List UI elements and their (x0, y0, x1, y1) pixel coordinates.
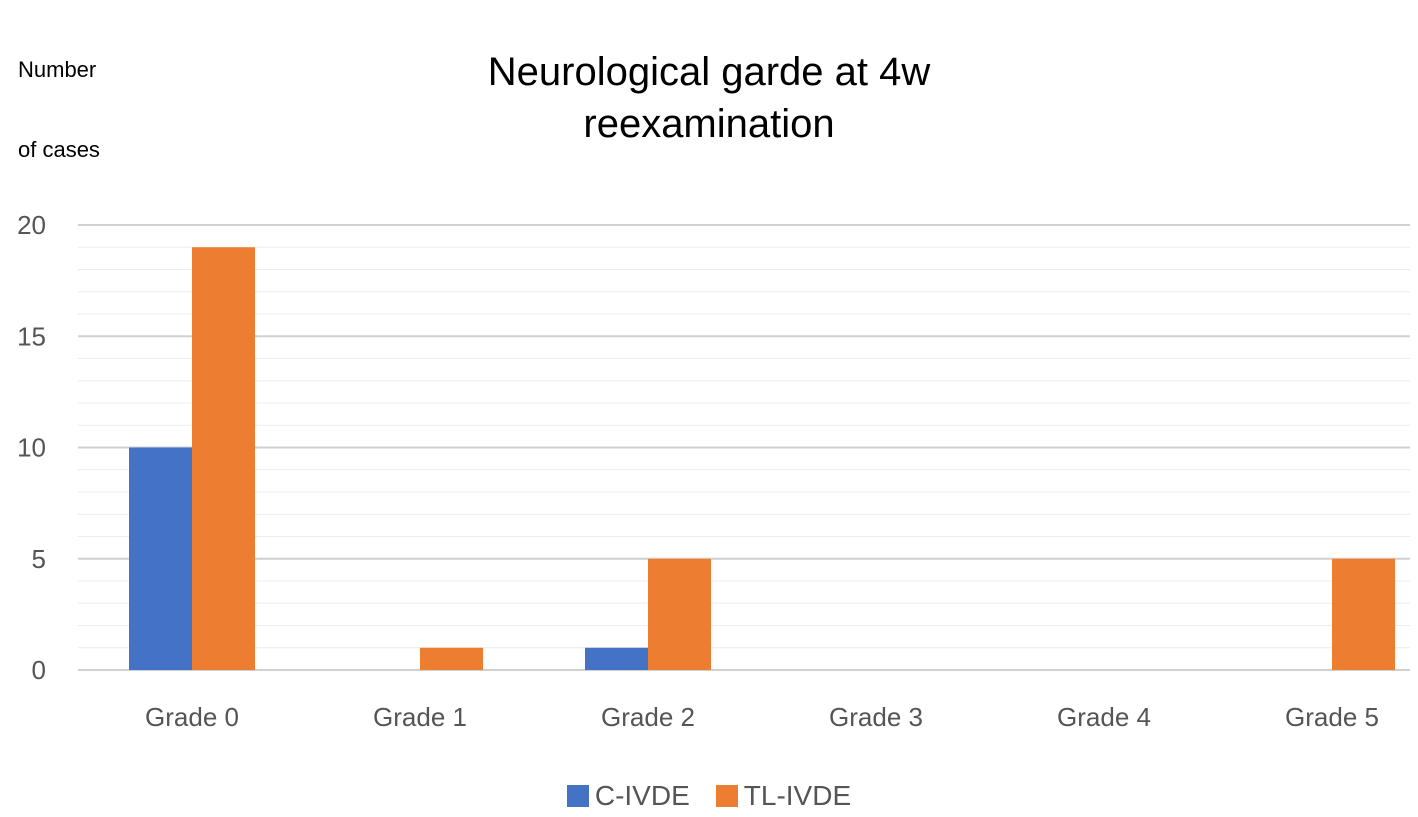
legend-label-c-ivde: C-IVDE (594, 780, 690, 811)
chart-title: Neurological garde at 4w reexamination (0, 46, 1418, 150)
y-axis-label: Number of cases (18, 10, 100, 210)
legend-item-tl-ivde: TL-IVDE (715, 780, 852, 812)
legend-label-tl-ivde: TL-IVDE (743, 780, 852, 811)
bar-tl-ivde-grade-0 (192, 247, 255, 670)
y-tick-label: 0 (32, 655, 46, 685)
y-axis-label-line-1: Number (18, 57, 97, 82)
x-tick-label: Grade 1 (373, 702, 467, 732)
y-axis-label-line-2: of cases (18, 137, 100, 162)
x-tick-label: Grade 5 (1285, 702, 1379, 732)
x-tick-label: Grade 4 (1057, 702, 1151, 732)
bar-tl-ivde-grade-1 (420, 647, 483, 670)
legend-swatch-c-ivde (566, 785, 589, 807)
x-tick-label: Grade 0 (145, 702, 239, 732)
legend-item-c-ivde: C-IVDE (566, 780, 690, 812)
bar-tl-ivde-grade-2 (648, 558, 711, 670)
y-tick-label: 5 (32, 544, 46, 574)
legend-swatch-tl-ivde (715, 785, 738, 807)
chart-title-line-2: reexamination (583, 102, 835, 146)
x-tick-label: Grade 2 (601, 702, 695, 732)
bar-tl-ivde-grade-5 (1332, 558, 1395, 670)
y-tick-label: 15 (17, 321, 46, 351)
legend: C-IVDE TL-IVDE (0, 780, 1418, 812)
y-tick-label: 20 (17, 210, 46, 240)
x-tick-label: Grade 3 (829, 702, 923, 732)
bar-c-ivde-grade-0 (129, 447, 192, 670)
bar-c-ivde-grade-2 (585, 647, 648, 670)
chart-title-line-1: Neurological garde at 4w (487, 50, 931, 94)
y-tick-label: 10 (17, 433, 46, 463)
